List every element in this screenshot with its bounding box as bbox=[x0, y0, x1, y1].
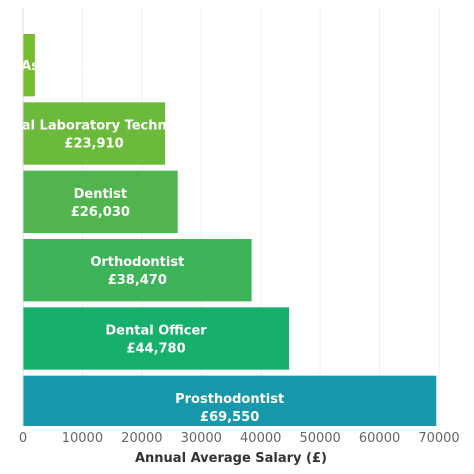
bar-group: Orthodontist £38,470 bbox=[23, 239, 252, 302]
x-tick-label: 70000 bbox=[418, 431, 459, 446]
bar bbox=[23, 34, 35, 97]
x-tick-label: 30000 bbox=[181, 431, 222, 446]
x-tick-labels: 0 10000 20000 30000 40000 50000 60000 70000 bbox=[19, 431, 460, 446]
bars: Dental Assistant Dental Laboratory Techni… bbox=[0, 34, 437, 426]
bar-group: Dental Laboratory Technician £23,910 bbox=[0, 102, 201, 165]
x-axis-title: Annual Average Salary (£) bbox=[135, 451, 327, 466]
bar-value-label: £26,030 bbox=[71, 205, 130, 220]
bar-group: Dental Officer £44,780 bbox=[23, 307, 290, 370]
bar-group: Dentist £26,030 bbox=[23, 170, 178, 233]
x-tick-label: 20000 bbox=[121, 431, 162, 446]
bar bbox=[23, 102, 166, 165]
bar-value-label: £38,470 bbox=[108, 273, 167, 288]
bar-category-label: Prosthodontist bbox=[175, 392, 284, 407]
bar-value-label: £44,780 bbox=[126, 342, 185, 357]
bar-category-label: Orthodontist bbox=[90, 255, 184, 270]
bar-category-label: Dental Laboratory Technician bbox=[0, 119, 201, 134]
bar-category-label: Dentist bbox=[74, 187, 128, 202]
bar-category-label: Dental Assistant bbox=[0, 59, 89, 74]
bar bbox=[23, 307, 290, 370]
bar-category-label: Dental Officer bbox=[105, 324, 207, 339]
bar-value-label: £69,550 bbox=[200, 410, 259, 425]
bar bbox=[23, 170, 178, 233]
x-tick-label: 60000 bbox=[359, 431, 400, 446]
bar bbox=[23, 239, 252, 302]
bar-value-label: £23,910 bbox=[64, 137, 123, 152]
x-tick-label: 40000 bbox=[240, 431, 281, 446]
x-tick-label: 0 bbox=[19, 431, 27, 446]
x-tick-label: 10000 bbox=[62, 431, 103, 446]
bar bbox=[23, 375, 437, 426]
x-tick-label: 50000 bbox=[299, 431, 340, 446]
bar-group: Prosthodontist £69,550 bbox=[23, 375, 437, 426]
bar-group: Dental Assistant bbox=[0, 34, 89, 97]
